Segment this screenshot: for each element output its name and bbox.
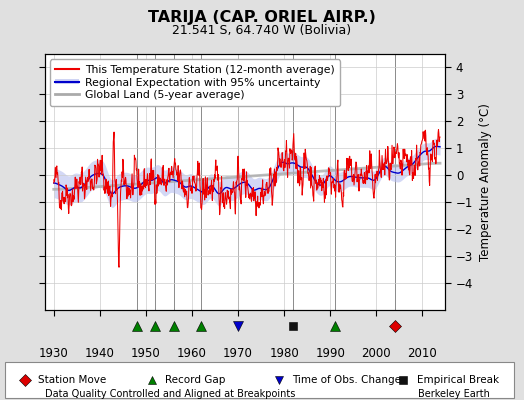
Text: 1950: 1950	[131, 346, 161, 360]
Text: Station Move: Station Move	[38, 375, 106, 385]
Text: Record Gap: Record Gap	[166, 375, 226, 385]
Text: 1940: 1940	[85, 346, 115, 360]
Text: 1960: 1960	[177, 346, 207, 360]
Text: 2000: 2000	[362, 346, 391, 360]
Text: 2010: 2010	[408, 346, 437, 360]
Text: 1970: 1970	[223, 346, 253, 360]
Text: 21.541 S, 64.740 W (Bolivia): 21.541 S, 64.740 W (Bolivia)	[172, 24, 352, 37]
Text: Berkeley Earth: Berkeley Earth	[418, 389, 490, 399]
Text: Empirical Break: Empirical Break	[417, 375, 499, 385]
Text: Time of Obs. Change: Time of Obs. Change	[292, 375, 401, 385]
Text: TARIJA (CAP. ORIEL AIRP.): TARIJA (CAP. ORIEL AIRP.)	[148, 10, 376, 25]
FancyBboxPatch shape	[5, 362, 514, 398]
Text: 1930: 1930	[39, 346, 69, 360]
Y-axis label: Temperature Anomaly (°C): Temperature Anomaly (°C)	[479, 103, 492, 261]
Text: Data Quality Controlled and Aligned at Breakpoints: Data Quality Controlled and Aligned at B…	[45, 389, 295, 399]
Text: 1990: 1990	[315, 346, 345, 360]
Legend: This Temperature Station (12-month average), Regional Expectation with 95% uncer: This Temperature Station (12-month avera…	[50, 60, 340, 106]
Text: 1980: 1980	[269, 346, 299, 360]
